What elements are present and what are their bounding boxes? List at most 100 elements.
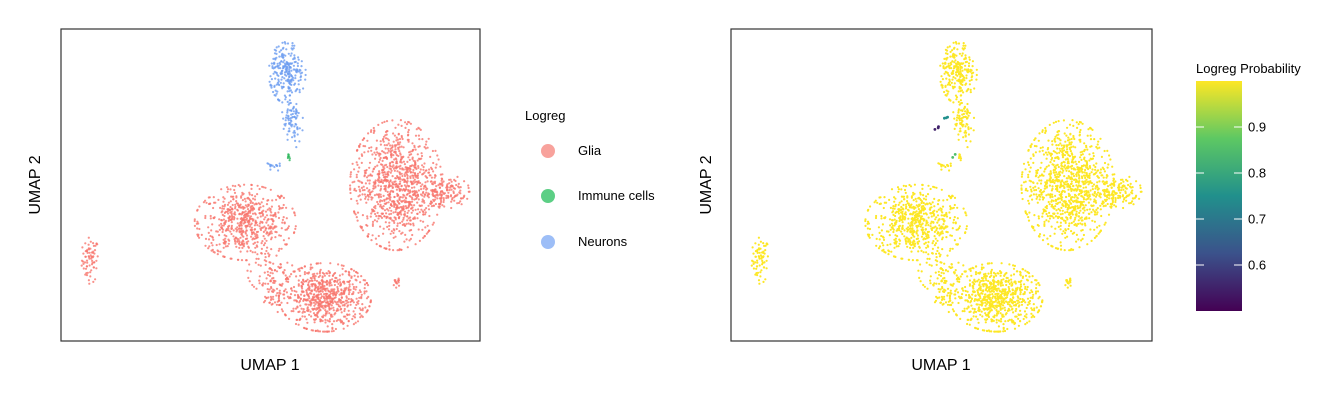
point-glia: [409, 237, 412, 240]
point-glia: [453, 196, 456, 199]
probability-point: [876, 201, 879, 204]
point-glia: [407, 156, 410, 159]
point-glia: [212, 196, 215, 199]
point-glia: [324, 306, 327, 309]
point-glia: [366, 309, 369, 312]
probability-point: [961, 287, 964, 290]
point-glia: [259, 264, 262, 267]
point-glia: [322, 286, 325, 289]
probability-point: [1026, 297, 1030, 300]
point-glia: [423, 195, 426, 198]
point-glia: [392, 249, 395, 252]
point-glia: [377, 203, 380, 206]
legend-label-immune-cells: Immune cells: [578, 188, 655, 203]
point-glia: [254, 246, 257, 249]
point-glia: [433, 194, 436, 197]
probability-point: [994, 293, 997, 296]
probability-point: [916, 241, 919, 244]
probability-point: [757, 236, 761, 239]
probability-point: [929, 203, 933, 206]
point-glia: [411, 209, 415, 212]
point-glia: [255, 257, 258, 260]
probability-point: [1004, 309, 1007, 312]
point-glia: [359, 190, 362, 193]
probability-point: [915, 231, 918, 234]
point-glia: [324, 318, 327, 321]
point-neurons: [286, 42, 290, 45]
point-glia: [374, 237, 377, 240]
point-glia: [251, 231, 254, 234]
point-glia: [241, 199, 244, 202]
point-glia: [405, 193, 409, 196]
probability-point: [988, 285, 991, 288]
probability-point: [890, 250, 893, 253]
point-glia: [268, 274, 271, 277]
point-glia: [281, 218, 284, 221]
point-glia: [365, 281, 368, 285]
probability-point: [1024, 287, 1027, 290]
point-glia: [369, 299, 372, 302]
point-glia: [354, 270, 358, 274]
point-glia: [245, 217, 248, 220]
point-glia: [438, 186, 441, 189]
probability-point: [975, 315, 978, 318]
probability-point: [1077, 181, 1080, 184]
point-glia: [395, 160, 398, 163]
probability-point: [1085, 189, 1088, 193]
point-glia: [258, 275, 261, 278]
probability-point: [897, 245, 900, 248]
point-glia: [401, 231, 404, 234]
point-glia: [411, 233, 414, 237]
point-glia: [377, 172, 380, 175]
point-glia: [402, 218, 405, 221]
probability-point: [891, 227, 894, 230]
probability-point: [990, 299, 993, 302]
point-glia: [383, 209, 387, 212]
point-glia: [276, 194, 279, 197]
point-glia: [394, 177, 397, 180]
probability-point: [959, 317, 962, 320]
point-neurons: [273, 94, 276, 97]
point-glia: [347, 280, 351, 284]
point-glia: [393, 169, 396, 172]
point-glia: [321, 315, 324, 318]
point-glia: [256, 241, 259, 244]
probability-point: [895, 240, 898, 243]
probability-point: [1014, 309, 1017, 313]
point-glia: [369, 173, 372, 176]
probability-point: [1033, 229, 1036, 232]
point-neurons: [276, 164, 279, 168]
probability-point: [898, 227, 901, 230]
probability-point: [1030, 307, 1033, 310]
point-glia: [268, 267, 272, 270]
probability-point: [1062, 160, 1065, 163]
point-glia: [355, 199, 358, 202]
probability-point: [923, 242, 926, 245]
point-glia: [234, 203, 237, 206]
point-glia: [299, 304, 302, 307]
probability-point: [930, 215, 933, 218]
point-glia: [425, 140, 428, 143]
point-neurons: [291, 44, 294, 47]
probability-point: [1059, 149, 1062, 152]
point-glia: [323, 284, 326, 288]
probability-point: [760, 255, 763, 258]
point-glia: [297, 284, 300, 287]
point-glia: [275, 270, 279, 273]
point-glia: [369, 130, 373, 133]
point-glia: [317, 275, 320, 279]
point-glia: [198, 227, 201, 231]
point-glia: [355, 173, 358, 176]
point-glia: [416, 172, 420, 175]
probability-point: [1036, 182, 1039, 185]
probability-point: [1026, 285, 1029, 289]
point-glia: [361, 229, 365, 232]
point-neurons: [270, 62, 273, 65]
point-glia: [411, 156, 414, 159]
probability-point: [1030, 316, 1033, 319]
point-glia: [247, 221, 250, 224]
point-glia: [371, 224, 374, 227]
probability-point: [988, 287, 991, 290]
probability-point: [936, 214, 940, 217]
point-glia: [370, 212, 373, 215]
